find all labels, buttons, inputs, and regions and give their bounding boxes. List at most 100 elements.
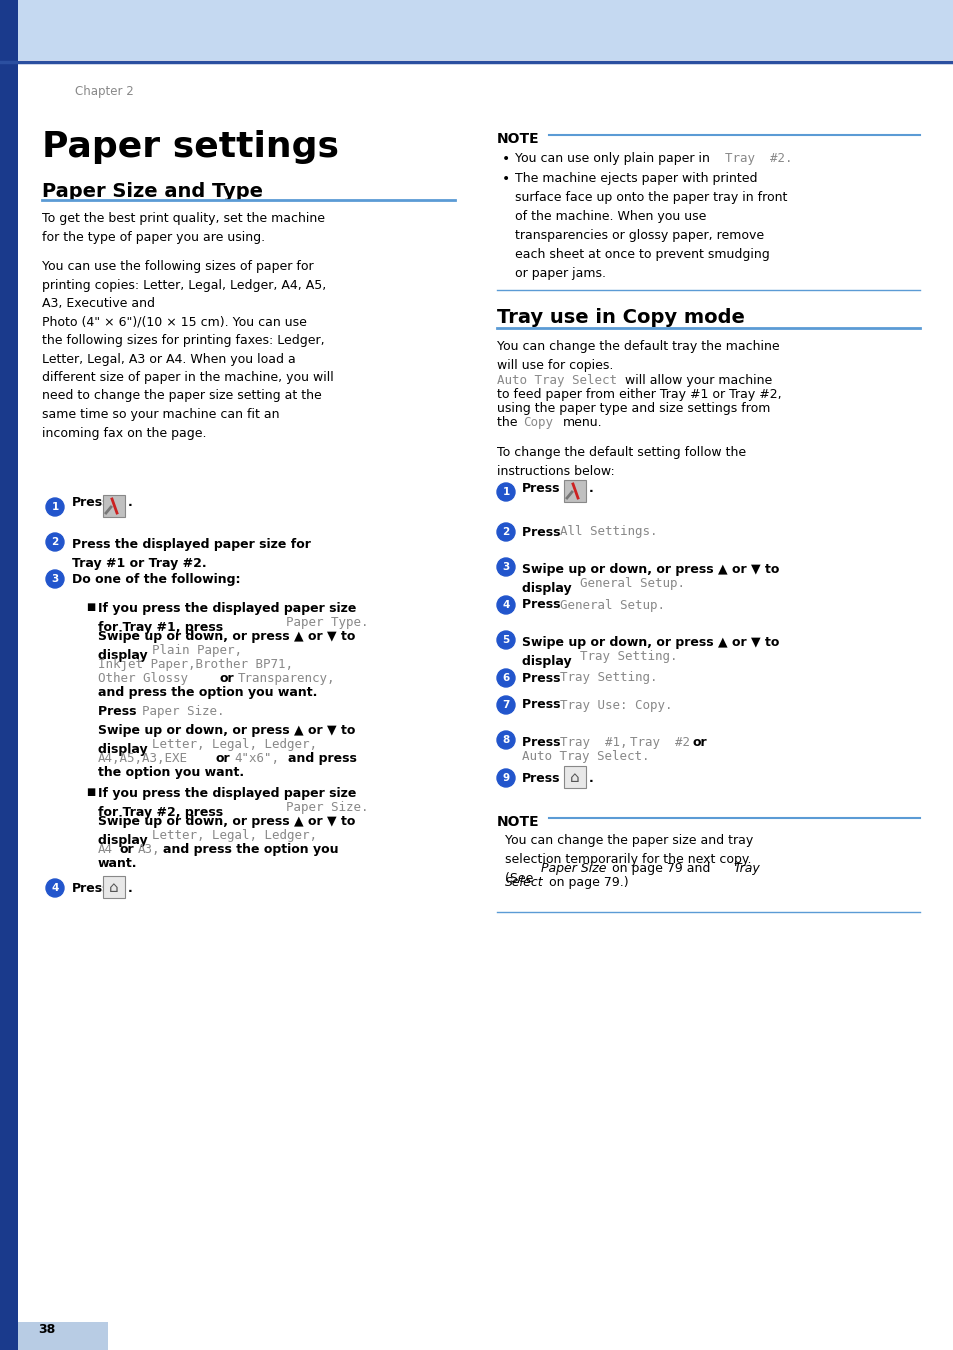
Text: Paper Size.: Paper Size. — [142, 705, 224, 718]
Text: If you press the displayed paper size
for Tray #2, press: If you press the displayed paper size fo… — [98, 787, 356, 819]
Text: NOTE: NOTE — [497, 815, 539, 829]
Text: or: or — [215, 752, 231, 765]
Text: 8: 8 — [502, 734, 509, 745]
Text: Transparency,: Transparency, — [237, 672, 335, 684]
Text: •: • — [501, 153, 510, 166]
Circle shape — [497, 630, 515, 649]
Bar — [563, 765, 585, 788]
Bar — [0, 0, 953, 59]
Text: 4: 4 — [502, 599, 509, 610]
Text: Press: Press — [71, 497, 111, 509]
Text: Swipe up or down, or press ▲ or ▼ to
display: Swipe up or down, or press ▲ or ▼ to dis… — [98, 630, 355, 662]
Text: Chapter 2: Chapter 2 — [75, 85, 133, 99]
Text: or: or — [220, 672, 234, 684]
Text: Tray  #2.: Tray #2. — [724, 153, 792, 165]
Text: Swipe up or down, or press ▲ or ▼ to
display: Swipe up or down, or press ▲ or ▼ to dis… — [98, 724, 355, 756]
Text: Plain Paper,: Plain Paper, — [152, 644, 242, 657]
Text: to feed paper from either Tray #1 or Tray #2,: to feed paper from either Tray #1 or Tra… — [497, 387, 781, 401]
Text: 1: 1 — [502, 487, 509, 497]
Circle shape — [497, 697, 515, 714]
Text: 5: 5 — [502, 634, 509, 645]
Circle shape — [46, 498, 64, 516]
Text: A3,: A3, — [138, 842, 160, 856]
Text: 2: 2 — [502, 526, 509, 537]
Text: Auto Tray Select: Auto Tray Select — [497, 374, 617, 387]
Text: Tray  #2: Tray #2 — [629, 736, 689, 749]
Text: will allow your machine: will allow your machine — [624, 374, 771, 387]
Text: Tray Setting.: Tray Setting. — [579, 649, 677, 663]
Text: Press: Press — [521, 771, 560, 784]
Text: 6: 6 — [502, 674, 509, 683]
Text: ■: ■ — [86, 602, 95, 612]
Text: Letter, Legal, Ledger,: Letter, Legal, Ledger, — [152, 738, 316, 751]
Text: Tray use in Copy mode: Tray use in Copy mode — [497, 308, 744, 327]
Text: Tray Setting.: Tray Setting. — [559, 671, 657, 684]
Text: using the paper type and size settings from: using the paper type and size settings f… — [497, 402, 770, 414]
Text: Press: Press — [521, 698, 564, 711]
Text: A4,A5,A3,EXE: A4,A5,A3,EXE — [98, 752, 188, 765]
Text: Press: Press — [521, 482, 560, 494]
Text: Auto Tray Select.: Auto Tray Select. — [521, 751, 649, 763]
Text: Paper Size: Paper Size — [540, 863, 606, 875]
Text: Other Glossy: Other Glossy — [98, 672, 188, 684]
Circle shape — [497, 522, 515, 541]
Text: 38: 38 — [38, 1323, 55, 1336]
Text: General Setup.: General Setup. — [559, 598, 664, 612]
Text: Tray  #1,: Tray #1, — [559, 736, 627, 749]
Text: Tray Use: Copy.: Tray Use: Copy. — [559, 698, 672, 711]
Circle shape — [497, 730, 515, 749]
Text: Press: Press — [521, 598, 564, 612]
Text: Swipe up or down, or press ▲ or ▼ to
display: Swipe up or down, or press ▲ or ▼ to dis… — [521, 563, 779, 595]
Text: Press: Press — [98, 705, 141, 718]
Text: on page 79.): on page 79.) — [548, 876, 628, 890]
Text: ⌂: ⌂ — [109, 879, 119, 895]
Text: 3: 3 — [502, 562, 509, 572]
Text: To change the default setting follow the
instructions below:: To change the default setting follow the… — [497, 446, 745, 478]
Text: 9: 9 — [502, 774, 509, 783]
Text: You can change the default tray the machine
will use for copies.: You can change the default tray the mach… — [497, 340, 779, 373]
Circle shape — [497, 483, 515, 501]
Circle shape — [46, 570, 64, 589]
Text: and press: and press — [288, 752, 356, 765]
Text: A4: A4 — [98, 842, 112, 856]
Text: and press the option you: and press the option you — [163, 842, 338, 856]
Text: Swipe up or down, or press ▲ or ▼ to
display: Swipe up or down, or press ▲ or ▼ to dis… — [98, 815, 355, 846]
Text: All Settings.: All Settings. — [559, 525, 657, 539]
Text: Paper Size.: Paper Size. — [286, 801, 368, 814]
Circle shape — [497, 769, 515, 787]
Text: •: • — [501, 171, 510, 186]
Text: menu.: menu. — [562, 416, 602, 429]
Text: 3: 3 — [51, 574, 58, 585]
Text: You can change the paper size and tray
selection temporarily for the next copy.
: You can change the paper size and tray s… — [504, 834, 753, 886]
Text: 4: 4 — [51, 883, 59, 892]
Text: Press: Press — [521, 525, 564, 539]
Circle shape — [46, 879, 64, 896]
Text: Paper settings: Paper settings — [42, 130, 338, 163]
Circle shape — [497, 670, 515, 687]
Text: Select: Select — [504, 876, 543, 890]
Text: Press the displayed paper size for
Tray #1 or Tray #2.: Press the displayed paper size for Tray … — [71, 539, 311, 570]
Text: Swipe up or down, or press ▲ or ▼ to
display: Swipe up or down, or press ▲ or ▼ to dis… — [521, 636, 779, 668]
Text: .: . — [128, 882, 132, 895]
Text: and press the option you want.: and press the option you want. — [98, 686, 317, 699]
Circle shape — [46, 533, 64, 551]
Text: If you press the displayed paper size
for Tray #1, press: If you press the displayed paper size fo… — [98, 602, 356, 634]
Text: Paper Type.: Paper Type. — [286, 616, 368, 629]
Text: Press: Press — [71, 882, 111, 895]
Bar — [103, 876, 125, 898]
Text: You can use the following sizes of paper for
printing copies: Letter, Legal, Led: You can use the following sizes of paper… — [42, 261, 334, 440]
Text: want.: want. — [98, 857, 137, 869]
Text: the option you want.: the option you want. — [98, 765, 244, 779]
Text: 7: 7 — [502, 701, 509, 710]
Bar — [18, 1322, 108, 1350]
Text: or: or — [120, 842, 134, 856]
Bar — [103, 495, 125, 517]
Text: on page 79 and: on page 79 and — [612, 863, 714, 875]
Text: Tray: Tray — [732, 863, 759, 875]
Text: Paper Size and Type: Paper Size and Type — [42, 182, 263, 201]
Circle shape — [497, 595, 515, 614]
Bar — [563, 481, 585, 502]
Text: Press: Press — [521, 671, 564, 684]
Bar — [0, 0, 18, 1350]
Text: The machine ejects paper with printed
surface face up onto the paper tray in fro: The machine ejects paper with printed su… — [515, 171, 786, 279]
